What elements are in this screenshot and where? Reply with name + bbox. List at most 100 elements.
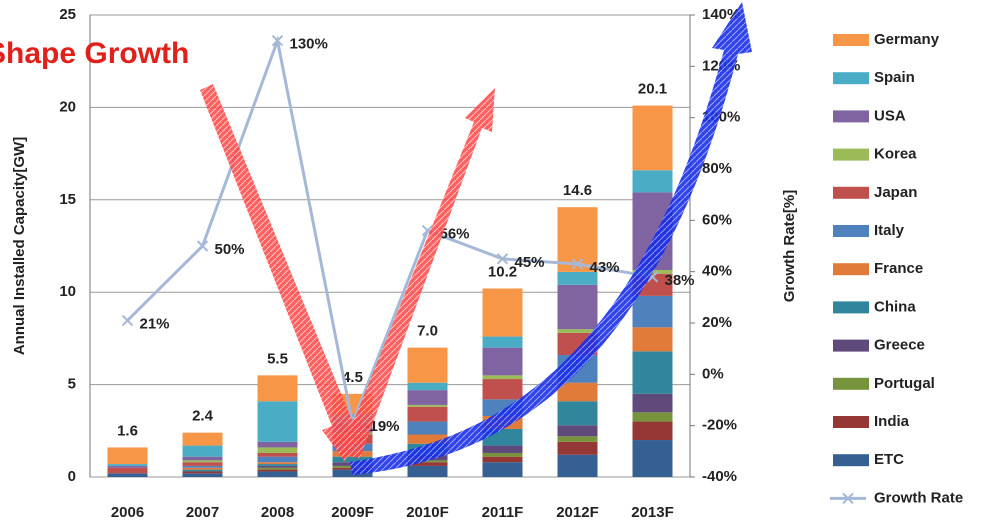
bar-segment (557, 441, 598, 455)
x-tick-label: 2008 (261, 504, 294, 521)
bar-segment (257, 447, 298, 453)
bar-segment (557, 284, 598, 330)
bar-segment (632, 412, 673, 422)
bar-segment (107, 464, 148, 466)
trend-arrows (200, 2, 752, 475)
bar-segment (557, 401, 598, 426)
bar-segment (557, 454, 598, 477)
bar-segment (557, 271, 598, 285)
y2-tick-label: -40% (702, 468, 737, 485)
bar-segment (407, 465, 448, 477)
legend-swatch (833, 72, 869, 85)
y-tick-label: 10 (59, 283, 76, 300)
bar-segment (407, 406, 448, 422)
y-tick-label: 25 (59, 6, 76, 23)
bar-segment (107, 447, 148, 465)
bar-segment (332, 456, 373, 463)
legend-label: Portugal (874, 375, 935, 392)
bar-segment (482, 445, 523, 453)
bar-segment (407, 382, 448, 391)
legend-label: Spain (874, 69, 915, 86)
bar-segment (557, 382, 598, 402)
bar-segment (407, 434, 448, 444)
bar-segment (632, 421, 673, 441)
x-tick-label: 2010F (406, 504, 449, 521)
axes: 0510152025-40%-20%0%20%40%60%80%100%120%… (59, 6, 740, 521)
bar-segment (557, 425, 598, 437)
legend-label: ETC (874, 451, 904, 468)
growth-label: 50% (215, 241, 245, 258)
bar-segment (407, 404, 448, 407)
total-label: 2.4 (192, 408, 214, 425)
bar-segment (257, 471, 298, 477)
growth-label: 130% (290, 36, 328, 53)
bar-segment (182, 460, 223, 463)
legend-label: Korea (874, 146, 917, 163)
bar-segment (632, 105, 673, 171)
growth-marker (571, 258, 584, 270)
bar-segment (407, 462, 448, 466)
bar-segment (407, 421, 448, 435)
legend-swatch (833, 186, 869, 199)
legend-label: France (874, 260, 923, 277)
bar-segment (482, 379, 523, 400)
y2-tick-label: 140% (702, 6, 740, 23)
growth-marker (121, 314, 134, 327)
bar-segment (182, 462, 223, 466)
legend-label: USA (874, 107, 906, 124)
y2-tick-label: 60% (702, 211, 732, 228)
bar-segment (557, 329, 598, 333)
bar-segment (557, 207, 598, 272)
legend-swatch (833, 110, 869, 123)
bar-segment (482, 288, 523, 337)
y2-tick-label: 20% (702, 314, 732, 331)
growth-label: 38% (665, 272, 695, 289)
legend-swatch (833, 416, 869, 428)
bar-segment (182, 445, 223, 457)
bar-segment (182, 471, 223, 474)
x-tick-label: 2007 (186, 504, 219, 521)
blue-curve-arrow (350, 2, 752, 475)
growth-label: 21% (140, 315, 170, 332)
bar-segment (632, 170, 673, 193)
bar-segment (257, 462, 298, 465)
y-axis-title: Annual Installed Capacity[GW] (11, 137, 28, 355)
growth-label: 43% (590, 259, 620, 276)
bar-segment (557, 436, 598, 442)
y2-axis-title: Growth Rate[%] (781, 190, 798, 303)
total-label: 5.5 (267, 350, 288, 367)
red-arrow-down (200, 84, 362, 462)
bar-segment (257, 469, 298, 472)
total-label: 10.2 (488, 263, 517, 280)
total-label: 1.6 (117, 422, 138, 439)
bar-segment (482, 456, 523, 463)
x-tick-label: 2011F (482, 504, 524, 521)
y2-tick-label: 40% (702, 263, 732, 280)
bar-segment (182, 432, 223, 446)
bar-segment (482, 336, 523, 348)
bar-segment (257, 441, 298, 448)
legend-swatch (833, 34, 869, 46)
bar-segment (407, 460, 448, 463)
legend-swatch (833, 225, 869, 237)
growth-rate-line (126, 35, 653, 429)
bar-segment (182, 465, 223, 468)
bar-segment (257, 465, 298, 468)
legend: Germany Spain USA Korea Japan Italy France Chin… (830, 31, 963, 506)
bar-segment (632, 393, 673, 413)
bar-segment (182, 469, 223, 472)
legend-label: Growth Rate (874, 489, 963, 506)
growth-marker (196, 240, 209, 252)
annotation: Shape Growth (0, 37, 189, 70)
y2-tick-label: 80% (702, 160, 732, 177)
x-tick-label: 2009F (331, 504, 374, 521)
red-arrow-up (340, 88, 495, 458)
growth-label: -19% (365, 418, 400, 435)
legend-swatch (833, 301, 869, 314)
growth-label: 45% (515, 254, 545, 271)
legend-swatch (833, 263, 869, 276)
x-tick-label: 2012F (556, 504, 599, 521)
bar-segment (257, 464, 298, 466)
y2-tick-label: 0% (702, 365, 724, 382)
